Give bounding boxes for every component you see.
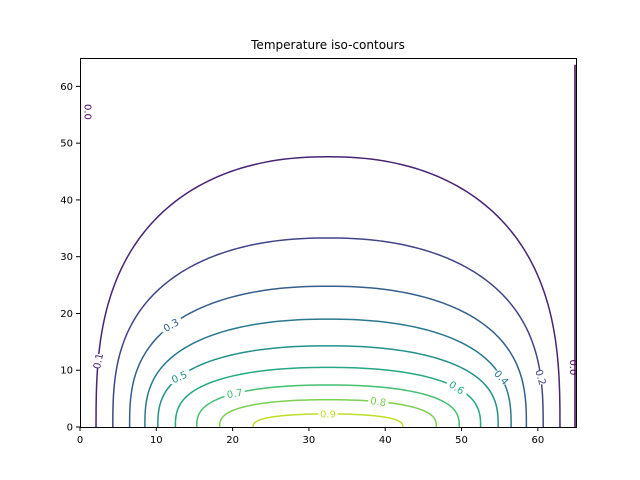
contour-label-gap	[491, 370, 512, 385]
x-tick-label: 10	[150, 435, 163, 446]
x-tick-label: 50	[455, 435, 468, 446]
contour-label: 0.8	[369, 396, 386, 409]
contour-labels: 0.10.20.30.40.50.60.70.80.90.00.0	[82, 104, 578, 421]
x-tick-label: 20	[226, 435, 239, 446]
contour-line-0.2	[112, 237, 544, 428]
contour-label-gap	[318, 406, 338, 421]
plot-frame	[80, 58, 577, 428]
contour-label-gap	[88, 354, 109, 369]
y-tick-label: 30	[60, 252, 73, 263]
contour-label: 0.0	[82, 104, 93, 120]
contour-line-0.3	[128, 285, 528, 428]
chart-title: Temperature iso-contours	[250, 38, 405, 52]
x-tick-label: 40	[379, 435, 392, 446]
y-tick-label: 20	[60, 309, 73, 320]
y-tick-label: 60	[60, 82, 73, 93]
contour-label-gap	[368, 394, 389, 409]
contour-label-gap	[161, 318, 182, 333]
contour-label: 0.9	[320, 409, 336, 420]
contour-line-0.1	[95, 156, 561, 428]
contour-label: 0.2	[532, 368, 547, 386]
x-tick-label: 30	[303, 435, 316, 446]
contour-label-gap	[224, 386, 245, 401]
contour-label: 0.7	[226, 388, 244, 402]
y-tick-label: 10	[60, 366, 73, 377]
x-tick-label: 0	[77, 435, 83, 446]
contour-label-gap	[446, 380, 467, 395]
x-tick-label: 60	[531, 435, 544, 446]
y-axis: 0 10 20 30 40 50 60	[60, 82, 80, 434]
y-tick-label: 40	[60, 195, 73, 206]
contour-line-0.4	[144, 318, 512, 428]
contour-label: 0.0	[567, 359, 578, 375]
y-tick-label: 50	[60, 139, 73, 150]
y-tick-label: 0	[67, 423, 73, 434]
contour-line-0.8	[218, 398, 438, 428]
contour-label: 0.1	[92, 352, 106, 370]
contour-line-0.7	[196, 384, 460, 428]
contour-label-gap	[169, 370, 190, 385]
contour-label-gap	[530, 370, 551, 385]
